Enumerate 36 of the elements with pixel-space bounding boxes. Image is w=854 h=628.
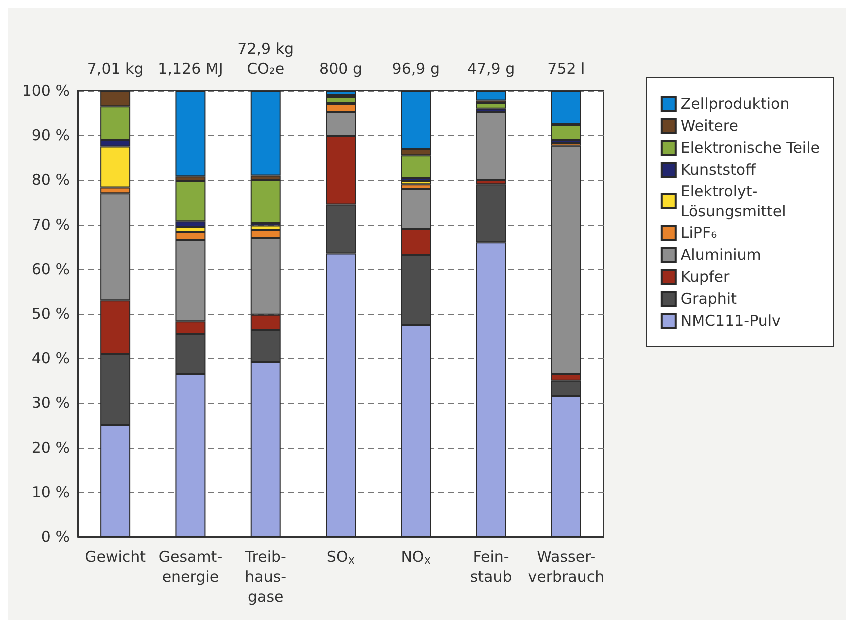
bar: [476, 103, 506, 109]
legend-label: NMC111-Pulv: [680, 312, 782, 330]
y-tick-label: 40 %: [32, 350, 70, 368]
x-tick-label: Gewicht: [85, 548, 146, 566]
x-tick-label: Wasser- verbrauch: [528, 548, 605, 586]
y-tick-label: 50 %: [32, 305, 70, 323]
text: 7,01 kg: [87, 60, 144, 78]
text: 47,9 g: [467, 60, 516, 78]
legend-label: Kunststoff: [680, 161, 757, 179]
text: 800 g: [320, 60, 362, 78]
legend-label: Weitere: [680, 117, 738, 135]
text: 96,9 g: [392, 60, 440, 78]
y-tick-label: 0 %: [41, 528, 70, 546]
bar: [401, 182, 432, 185]
legend-label: Aluminium: [680, 246, 762, 264]
y-tick-label: 100 %: [22, 82, 70, 100]
text: 752 l: [548, 60, 586, 78]
legend-label: Zellproduktion: [680, 95, 790, 113]
legend-label: Elektrolyt- Lösungsmittel: [680, 182, 786, 220]
y-tick-label: 60 %: [32, 260, 70, 278]
bar: [476, 112, 506, 180]
y-tick-label: 80 %: [32, 171, 70, 190]
y-tick-label: 90 %: [32, 126, 70, 145]
legend-label: Graphit: [680, 290, 738, 308]
x-tick-label: Fein- staub: [470, 548, 512, 586]
legend-label: Kupfer: [680, 268, 731, 286]
text: 1,126 MJ: [158, 60, 224, 78]
legend-label: Elektronische Teile: [680, 139, 820, 157]
y-tick-label: 70 %: [32, 216, 70, 234]
y-tick-label: 10 %: [32, 483, 70, 502]
legend-label: LiPF₆: [680, 224, 718, 242]
y-tick-label: 20 %: [32, 438, 70, 457]
text: 72,9 kg CO₂e: [238, 40, 294, 78]
x-tick-label: Gesamt- energie: [158, 548, 223, 586]
y-tick-label: 30 %: [32, 394, 70, 412]
x-tick-label: Treib- haus- gase: [244, 548, 287, 606]
